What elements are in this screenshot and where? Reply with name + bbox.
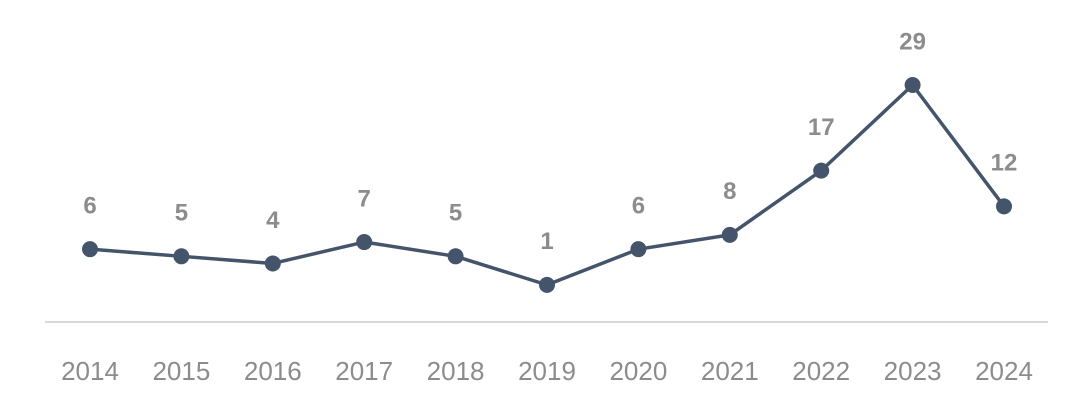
data-point xyxy=(721,226,738,243)
x-tick-label: 2017 xyxy=(335,356,393,386)
data-label: 5 xyxy=(175,200,188,227)
x-tick-label: 2018 xyxy=(427,356,485,386)
data-point xyxy=(447,248,464,265)
data-point xyxy=(356,234,373,251)
x-tick-label: 2015 xyxy=(152,356,210,386)
x-tick-label: 2021 xyxy=(701,356,759,386)
x-tick-label: 2016 xyxy=(244,356,302,386)
data-point xyxy=(264,255,281,272)
data-label: 8 xyxy=(723,178,736,205)
x-tick-label: 2020 xyxy=(609,356,667,386)
x-tick-label: 2019 xyxy=(518,356,576,386)
x-tick-label: 2023 xyxy=(884,356,942,386)
x-tick-label: 2022 xyxy=(792,356,850,386)
data-label: 6 xyxy=(632,193,645,220)
data-point xyxy=(539,276,555,293)
data-label: 12 xyxy=(991,150,1018,177)
x-tick-label: 2014 xyxy=(61,356,119,386)
x-tick-label: 2024 xyxy=(975,356,1033,386)
data-point xyxy=(82,241,98,258)
data-label: 4 xyxy=(266,207,280,234)
data-point xyxy=(630,241,647,258)
data-label: 17 xyxy=(808,114,835,141)
data-point xyxy=(173,248,190,265)
data-point xyxy=(904,77,921,93)
data-label: 1 xyxy=(540,228,553,255)
data-label: 5 xyxy=(449,200,462,227)
data-label: 29 xyxy=(899,28,926,55)
data-label: 6 xyxy=(83,193,96,220)
data-point xyxy=(813,162,830,179)
data-label: 7 xyxy=(358,185,371,212)
data-point xyxy=(996,198,1012,215)
